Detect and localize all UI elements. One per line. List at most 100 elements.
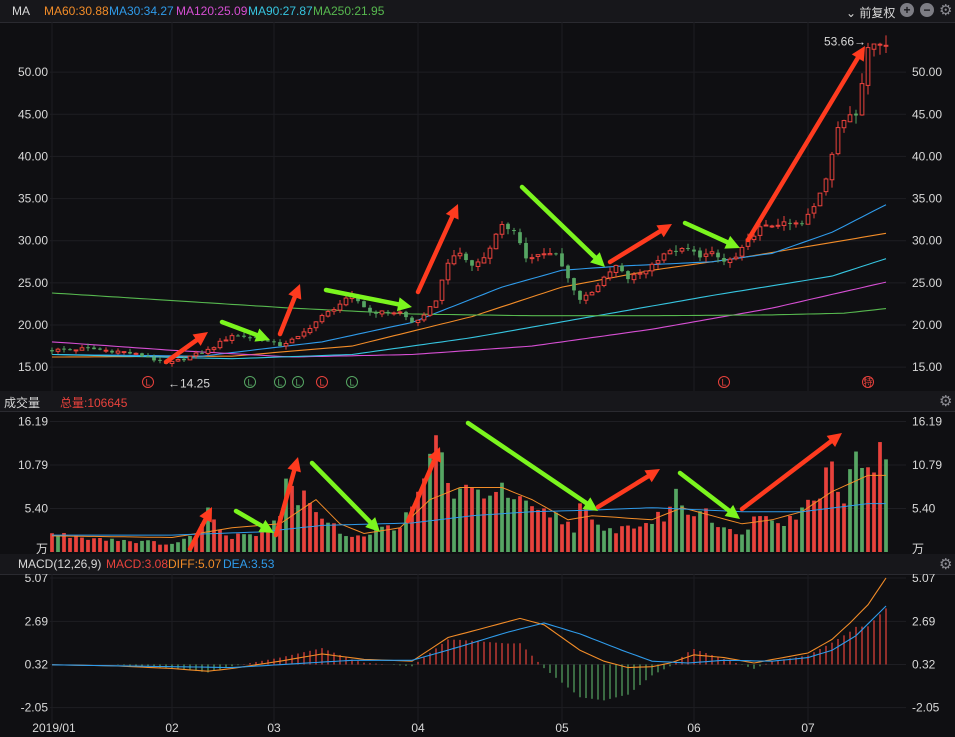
volume-bar [152, 541, 156, 552]
volume-bar [716, 527, 720, 552]
volume-bar [830, 461, 834, 552]
volume-bar [284, 478, 288, 552]
candle-body [79, 347, 85, 351]
volume-bar [452, 498, 456, 552]
adjust-mode-dropdown[interactable]: ⌄ 前复权 [846, 6, 896, 20]
volume-bar [812, 500, 816, 552]
candle-body [433, 300, 439, 308]
candle-body [847, 114, 853, 123]
event-marker-circle [346, 376, 358, 388]
volume-bar [590, 519, 594, 552]
volume-bar [662, 521, 666, 552]
up-arrow-annotation [163, 337, 199, 365]
event-marker-label: L [295, 378, 300, 388]
candle-body [578, 290, 582, 300]
volume-bar [698, 511, 702, 552]
volume-chart[interactable]: 16.19 16.19 10.79 10.79 5.40 5.40 万 万 [0, 411, 955, 554]
volume-bar [218, 529, 222, 552]
gear-icon[interactable]: ⚙ [939, 2, 953, 19]
volume-bar [692, 516, 696, 552]
candle-body [595, 285, 601, 293]
volume-bar [338, 533, 342, 552]
candle-body [457, 252, 463, 257]
dea-line [51, 605, 887, 669]
candle-body [175, 358, 181, 362]
candle-body [613, 264, 619, 274]
volume-bar [380, 526, 384, 552]
down-arrow-annotation-head [254, 328, 270, 342]
down-arrow-annotation [309, 460, 373, 525]
volume-bar [740, 534, 744, 552]
candle-body [283, 343, 289, 347]
volume-bar [296, 505, 300, 552]
candle-body [835, 127, 841, 155]
candle-body [337, 303, 343, 311]
candle-body [841, 120, 847, 129]
volume-bar [566, 521, 570, 552]
candle-body [698, 250, 702, 258]
up-arrow-annotation [745, 55, 861, 243]
candle-body [751, 235, 757, 241]
volume-bar [80, 537, 84, 552]
up-arrow-annotation-head [851, 46, 865, 62]
candle-body [583, 294, 589, 301]
candle-body [620, 265, 624, 272]
candle-body [692, 249, 696, 252]
volume-bar [368, 534, 372, 552]
down-arrow-annotation [233, 508, 265, 529]
volume-bar [620, 526, 624, 552]
volume-bar [128, 541, 132, 552]
candle-body [445, 262, 451, 281]
candle-body [674, 250, 678, 252]
candle-body [319, 315, 325, 323]
ma60-label: MA60:30.88 [44, 4, 109, 18]
volume-bar [668, 506, 672, 552]
volume-bar [104, 540, 108, 552]
candle-body [439, 279, 445, 301]
volume-bar [314, 512, 318, 552]
plus-icon[interactable]: + [900, 3, 914, 17]
volume-bar [302, 490, 306, 552]
volume-bar [308, 502, 312, 552]
minus-icon[interactable]: − [920, 3, 934, 17]
volume-bar [836, 491, 840, 552]
dea-value-label: DEA:3.53 [223, 557, 275, 571]
diff-line [51, 577, 887, 672]
volume-bar [374, 528, 378, 552]
macd-value-label: MACD:3.08 [106, 557, 169, 571]
volume-bar [734, 534, 738, 552]
candle-body [404, 311, 408, 318]
volume-bar [224, 535, 228, 552]
macd-panel-title: MACD(12,26,9) [18, 557, 102, 571]
gear-icon[interactable]: ⚙ [939, 393, 953, 410]
price-y-tick-right: 35.00 [912, 192, 942, 206]
x-axis-label: 05 [555, 721, 569, 735]
candle-body [152, 357, 156, 361]
candle-body [133, 352, 139, 355]
volume-bar [428, 453, 432, 552]
volume-bar [230, 538, 234, 552]
event-marker-circle [862, 376, 874, 388]
volume-bar [788, 515, 792, 552]
volume-bar [650, 523, 654, 552]
macd-chart[interactable]: 5.07 5.07 2.69 2.69 0.32 0.32 -2.05 -2.05 2019/0… [0, 574, 955, 737]
candle-body [823, 178, 829, 193]
event-marker-circle [274, 376, 286, 388]
volume-bar [536, 509, 540, 552]
volume-bar [794, 519, 798, 552]
candle-body [470, 260, 474, 266]
volume-bar [458, 488, 462, 552]
volume-bar [464, 484, 468, 552]
volume-bar [656, 511, 660, 552]
candle-body [769, 225, 775, 228]
candle-body [788, 222, 792, 224]
price-y-tick-left: 25.00 [18, 276, 48, 290]
gear-icon[interactable]: ⚙ [939, 556, 953, 573]
candle-body [512, 229, 516, 232]
candle-body [73, 349, 79, 352]
down-arrow-annotation-head [396, 297, 412, 312]
price-chart[interactable]: 50.00 50.00 45.00 45.00 40.00 40.00 35.00 35.00… [0, 22, 955, 392]
ma30-label: MA30:34.27 [109, 4, 174, 18]
candle-body [223, 339, 229, 342]
ma90-label: MA90:27.87 [248, 4, 313, 18]
